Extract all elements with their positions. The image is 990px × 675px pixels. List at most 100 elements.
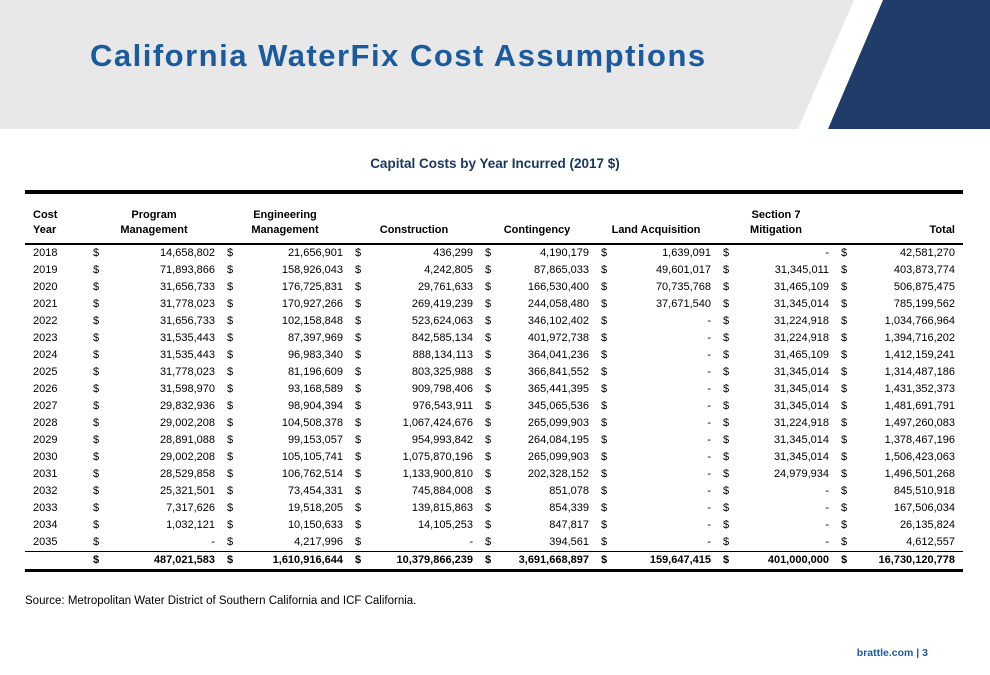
dollar-sign: $	[355, 434, 362, 446]
cell-value: 28,529,858	[159, 468, 215, 480]
money-cell: $269,419,239	[351, 296, 481, 313]
cell-value: 346,102,402	[527, 315, 589, 327]
dollar-sign: $	[227, 451, 234, 463]
money-cell: $31,345,011	[719, 262, 837, 279]
money-cell: $ -	[597, 483, 719, 500]
cell-value: 265,099,903	[527, 451, 589, 463]
money-cell: $345,065,536	[481, 398, 597, 415]
cell-value: 102,158,848	[281, 315, 343, 327]
cell-value: 1,067,424,676	[402, 417, 473, 429]
dollar-sign: $	[723, 315, 730, 327]
cell-value: 31,345,011	[774, 264, 829, 276]
money-cell: $523,624,063	[351, 313, 481, 330]
money-cell: $19,518,205	[223, 500, 351, 517]
money-cell: $ -	[597, 398, 719, 415]
column-header: Construction	[351, 190, 481, 245]
dollar-sign: $	[355, 332, 362, 344]
cell-value: 31,778,023	[159, 298, 215, 310]
column-header: Total	[837, 190, 963, 245]
money-cell: $265,099,903	[481, 449, 597, 466]
money-cell: $ -	[597, 381, 719, 398]
money-cell: $1,034,766,964	[837, 313, 963, 330]
dollar-sign: $	[723, 281, 730, 293]
money-cell: $366,841,552	[481, 364, 597, 381]
cell-value: 10,150,633	[287, 519, 343, 531]
dollar-sign: $	[355, 554, 362, 566]
money-cell: $21,656,901	[223, 244, 351, 262]
dollar-sign: $	[601, 281, 608, 293]
money-cell: $ -	[597, 415, 719, 432]
table-row: 2023 $31,535,443 $87,397,969 $842,585,134 $4…	[25, 330, 963, 347]
cell-value: 87,397,969	[287, 332, 343, 344]
dollar-sign: $	[841, 417, 848, 429]
money-cell: $ -	[597, 330, 719, 347]
money-cell: $436,299	[351, 244, 481, 262]
year-cell	[25, 551, 89, 572]
dollar-sign: $	[601, 468, 608, 480]
cell-value: -	[707, 451, 711, 463]
dollar-sign: $	[227, 485, 234, 497]
money-cell: $ -	[597, 347, 719, 364]
money-cell: $14,658,802	[89, 244, 223, 262]
dollar-sign: $	[355, 383, 362, 395]
cell-value: 909,798,406	[411, 383, 473, 395]
cell-value: -	[707, 485, 711, 497]
page-title: California WaterFix Cost Assumptions	[90, 38, 707, 73]
money-cell: $506,875,475	[837, 279, 963, 296]
money-cell: $ -	[597, 534, 719, 552]
dollar-sign: $	[93, 502, 100, 514]
money-cell: $31,345,014	[719, 364, 837, 381]
cell-value: -	[707, 366, 711, 378]
cell-value: 158,926,043	[281, 264, 343, 276]
dollar-sign: $	[227, 519, 234, 531]
money-cell: $1,075,870,196	[351, 449, 481, 466]
cell-value: -	[825, 247, 829, 259]
year-cell: 2034	[33, 519, 58, 531]
cell-value: 364,041,236	[527, 349, 589, 361]
dollar-sign: $	[485, 400, 492, 412]
dollar-sign: $	[723, 332, 730, 344]
cell-value: 436,299	[433, 247, 473, 259]
dollar-sign: $	[227, 349, 234, 361]
money-cell: $4,217,996	[223, 534, 351, 552]
money-cell: $888,134,113	[351, 347, 481, 364]
cell-value: 1,639,091	[662, 247, 711, 259]
dollar-sign: $	[93, 383, 100, 395]
money-cell: $842,585,134	[351, 330, 481, 347]
dollar-sign: $	[841, 468, 848, 480]
table-row: 2025 $31,778,023 $81,196,609 $803,325,988 $3…	[25, 364, 963, 381]
money-cell: $31,345,014	[719, 296, 837, 313]
dollar-sign: $	[485, 519, 492, 531]
year-cell: 2035	[33, 536, 58, 548]
money-cell: $785,199,562	[837, 296, 963, 313]
cell-value: 842,585,134	[411, 332, 473, 344]
table-row: 2035 $ - $4,217,996 $ - $394,561 $ - $ - $4,612,557	[25, 534, 963, 552]
cell-value: 366,841,552	[527, 366, 589, 378]
money-cell: $29,832,936	[89, 398, 223, 415]
dollar-sign: $	[355, 264, 362, 276]
money-cell: $346,102,402	[481, 313, 597, 330]
year-cell: 2027	[33, 400, 58, 412]
dollar-sign: $	[227, 417, 234, 429]
year-cell: 2030	[33, 451, 58, 463]
cell-value: 4,612,557	[906, 536, 955, 548]
dollar-sign: $	[841, 366, 848, 378]
money-cell: $1,610,916,644	[223, 551, 351, 572]
money-cell: $81,196,609	[223, 364, 351, 381]
money-cell: $42,581,270	[837, 244, 963, 262]
dollar-sign: $	[601, 366, 608, 378]
dollar-sign: $	[485, 332, 492, 344]
cell-value: 73,454,331	[287, 485, 343, 497]
money-cell: $26,135,824	[837, 517, 963, 534]
money-cell: $851,078	[481, 483, 597, 500]
money-cell: $29,761,633	[351, 279, 481, 296]
cell-value: 345,065,536	[527, 400, 589, 412]
cell-value: 31,465,109	[773, 281, 829, 293]
cell-value: 14,658,802	[159, 247, 215, 259]
dollar-sign: $	[601, 502, 608, 514]
money-cell: $31,656,733	[89, 313, 223, 330]
dollar-sign: $	[227, 281, 234, 293]
cell-value: 1,378,467,196	[884, 434, 955, 446]
money-cell: $1,431,352,373	[837, 381, 963, 398]
money-cell: $ -	[719, 517, 837, 534]
